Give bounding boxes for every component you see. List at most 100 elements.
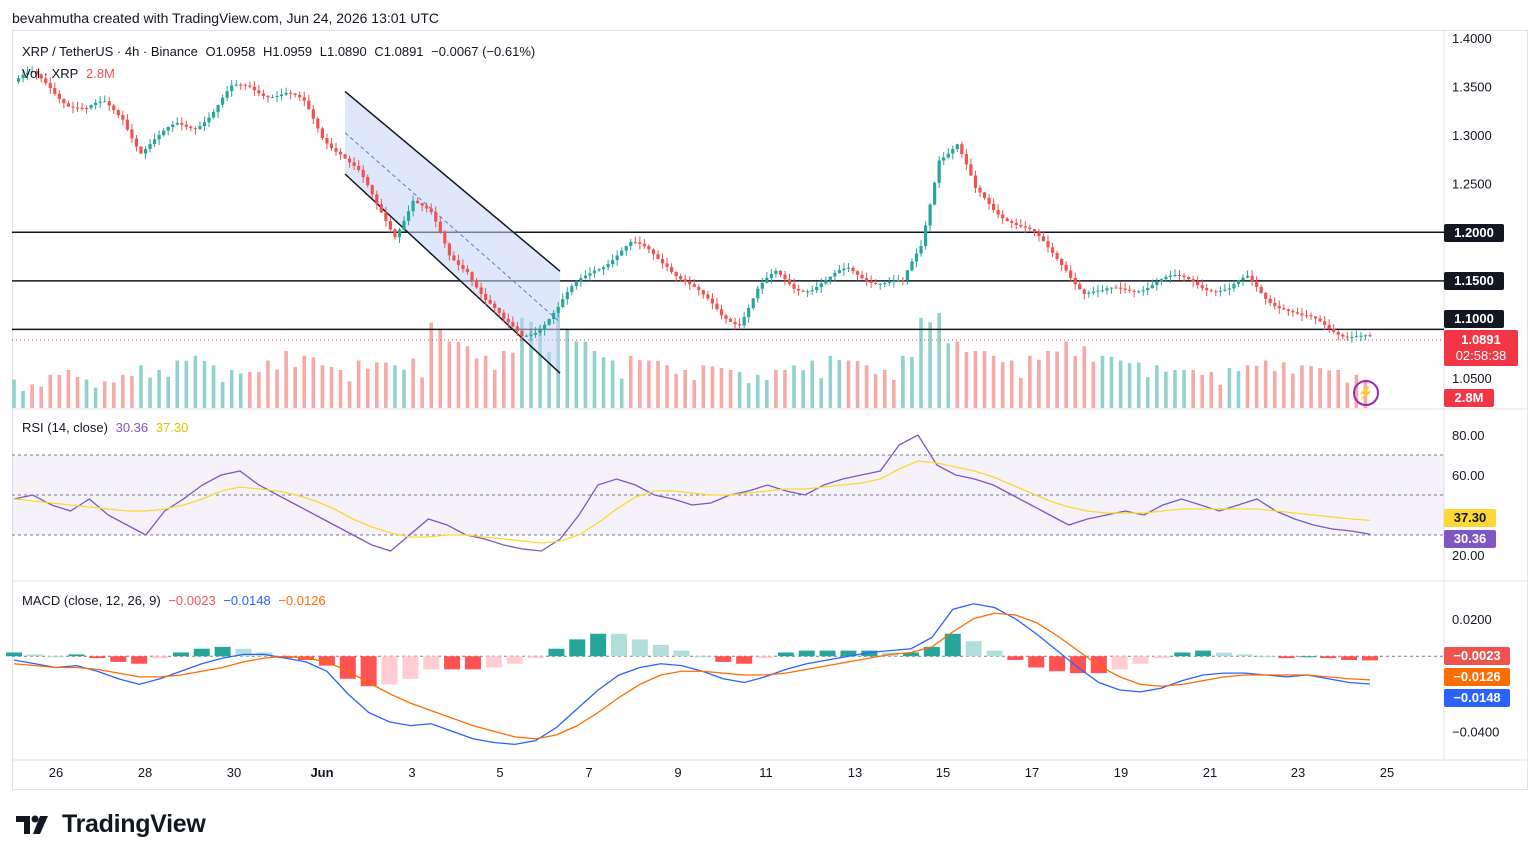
candle-body xyxy=(851,267,855,272)
candle-body xyxy=(665,263,669,268)
time-tick-label: 15 xyxy=(936,765,950,780)
candle-body xyxy=(1264,292,1268,299)
candle-body xyxy=(1354,336,1358,338)
tradingview-logo[interactable]: TradingView xyxy=(16,810,206,839)
macd-histogram-bar xyxy=(1007,656,1024,660)
candle-body xyxy=(796,288,801,291)
candle-body xyxy=(1209,290,1213,292)
candle-body xyxy=(370,185,374,195)
time-tick-label: 5 xyxy=(496,765,503,780)
candle-body xyxy=(1069,270,1073,278)
candle-body xyxy=(1087,292,1091,294)
volume-bar xyxy=(683,370,687,408)
candle-body xyxy=(443,232,447,244)
candle-body xyxy=(393,229,397,238)
candle-body xyxy=(1196,281,1200,286)
macd-signal-value: −0.0126 xyxy=(278,593,326,608)
volume-bar xyxy=(610,360,615,408)
candle-body xyxy=(148,144,152,149)
candle-body xyxy=(1023,226,1027,228)
candle-body xyxy=(601,267,606,270)
candle-body xyxy=(470,272,474,281)
volume-bar xyxy=(1046,351,1050,408)
candle-body xyxy=(910,261,914,271)
candle-body xyxy=(506,318,510,323)
candle-body xyxy=(198,126,202,129)
candle-body xyxy=(869,281,873,284)
candle-body xyxy=(1309,315,1313,317)
candle-body xyxy=(996,210,1000,215)
candle-body xyxy=(1100,290,1105,292)
candle-body xyxy=(905,270,910,281)
lightning-icon[interactable]: ⚡ xyxy=(1353,380,1379,406)
candle-body xyxy=(624,245,628,251)
macd-value: −0.0148 xyxy=(223,593,271,608)
candle-body xyxy=(982,192,987,198)
volume-bar xyxy=(955,341,960,408)
candle-body xyxy=(311,109,315,119)
candle-body xyxy=(1341,334,1345,337)
volume-bar xyxy=(1073,355,1078,408)
candle-body xyxy=(701,290,705,295)
volume-bar xyxy=(583,341,588,408)
price-tick-label: 1.3000 xyxy=(1452,128,1492,143)
chart-frame[interactable] xyxy=(12,30,1528,790)
candle-body xyxy=(116,110,120,116)
volume-bar xyxy=(873,374,878,408)
volume-bar xyxy=(1100,355,1105,408)
candle-body xyxy=(89,105,93,109)
candle-body xyxy=(692,284,696,287)
volume-bar xyxy=(501,351,506,408)
candle-body xyxy=(397,229,402,238)
volume-bar xyxy=(202,361,207,408)
candle-body xyxy=(629,241,633,246)
candle-body xyxy=(874,283,878,285)
volume-bar xyxy=(1200,374,1205,408)
volume-bar xyxy=(483,355,488,408)
volume-bar xyxy=(592,351,597,408)
candle-body xyxy=(112,105,116,111)
candle-body xyxy=(261,93,266,96)
volume-bar xyxy=(837,359,842,408)
rsi-label: RSI (14, close) xyxy=(22,420,108,435)
macd-histogram-bar xyxy=(527,656,544,659)
candle-body xyxy=(35,71,39,75)
candle-body xyxy=(1128,289,1132,291)
volume-bar xyxy=(393,365,397,408)
candle-body xyxy=(493,303,497,308)
volume-bar xyxy=(411,358,415,408)
candle-body xyxy=(402,220,406,230)
time-tick-label: 7 xyxy=(585,765,592,780)
volume-legend: Vol · XRP 2.8M xyxy=(22,66,119,81)
candle-body xyxy=(783,274,787,280)
candle-body xyxy=(1055,252,1059,259)
macd-tag: −0.0148 xyxy=(1444,689,1510,707)
volume-tag: 2.8M xyxy=(1444,389,1494,407)
close-value: C1.0891 xyxy=(374,44,424,59)
candle-body xyxy=(1232,283,1236,289)
candle-body xyxy=(511,322,515,327)
candle-body xyxy=(75,107,80,109)
volume-bar xyxy=(1282,362,1286,408)
candle-body xyxy=(1250,275,1254,282)
volume-bar xyxy=(166,376,170,408)
candle-body xyxy=(1137,291,1141,293)
candle-body xyxy=(824,279,828,284)
macd-histogram-bar xyxy=(1215,652,1232,657)
candle-body xyxy=(538,329,542,333)
candle-body xyxy=(234,84,238,86)
volume-bar xyxy=(1272,371,1277,408)
candle-body xyxy=(121,115,125,120)
brand-name: TradingView xyxy=(62,810,206,838)
macd-histogram-bar xyxy=(1195,650,1212,657)
candle-body xyxy=(896,279,900,281)
macd-histogram-bar xyxy=(339,656,356,679)
time-tick-label: 17 xyxy=(1025,765,1039,780)
volume-bar xyxy=(810,360,814,408)
price-tick-label: 1.2500 xyxy=(1452,177,1492,192)
candle-body xyxy=(193,128,198,130)
volume-bar xyxy=(792,365,796,408)
candle-body xyxy=(1001,214,1005,219)
candle-body xyxy=(651,249,656,255)
